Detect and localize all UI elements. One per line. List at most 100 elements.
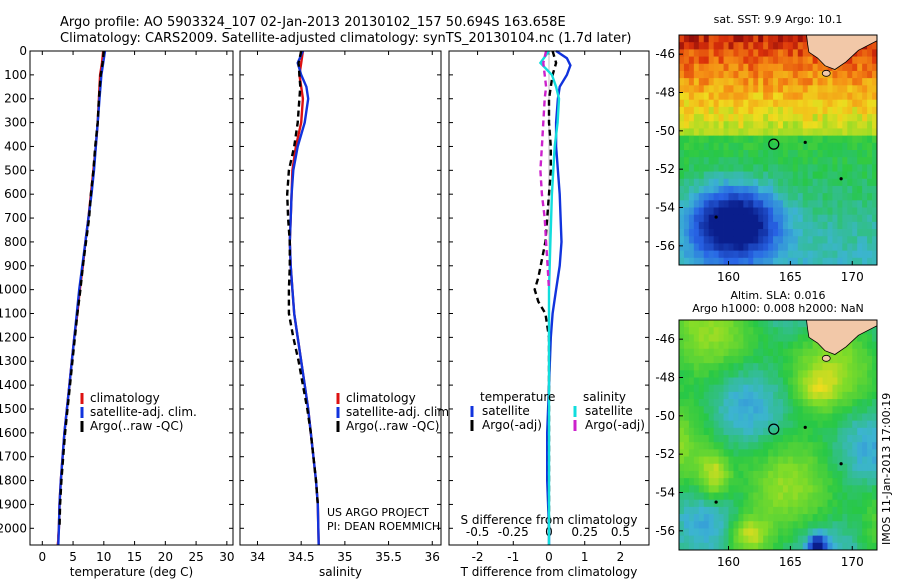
map-cell [867, 478, 873, 486]
map-cell [837, 377, 843, 386]
map-cell [773, 99, 779, 108]
map-cell [703, 221, 710, 230]
map-cell [703, 229, 710, 237]
map-cell [802, 514, 809, 522]
map-cell [758, 528, 764, 537]
map-cell [797, 384, 804, 393]
plot-frame [29, 50, 234, 546]
map-cell [773, 348, 779, 357]
map-cell [867, 257, 873, 266]
map-cell [827, 363, 833, 371]
map-cell [852, 236, 858, 244]
map-cell [782, 470, 789, 479]
map-cell [837, 128, 843, 137]
map-cell [758, 435, 764, 443]
map-cell [842, 85, 848, 93]
map-cell [718, 114, 724, 122]
map-cell [872, 363, 878, 371]
map-cell [852, 435, 858, 443]
map-cell [753, 207, 759, 216]
map-cell [792, 320, 799, 328]
map-cell [738, 207, 744, 216]
map-cell [718, 35, 724, 43]
map-cell [733, 413, 739, 422]
map-cell [723, 78, 729, 86]
map-cell [787, 427, 794, 436]
y-tick-label: 1500 [0, 402, 27, 416]
map-cell [857, 250, 863, 259]
map-cell [693, 528, 700, 537]
map-cell [763, 236, 769, 244]
map-cell [807, 514, 814, 522]
map-cell [758, 470, 764, 479]
map-cell [758, 92, 764, 101]
map-cell [872, 470, 878, 479]
map-cell [683, 406, 690, 414]
map-cell [837, 528, 843, 537]
map-cell [862, 435, 868, 443]
map-cell [782, 207, 789, 216]
map-cell [807, 370, 814, 378]
map-cell [723, 171, 729, 180]
map-cell [812, 427, 818, 436]
map-cell [817, 185, 823, 194]
map-cell [693, 334, 700, 342]
map-cell [713, 150, 719, 158]
map-cell [733, 236, 739, 244]
map-cell [837, 85, 843, 93]
map-cell [728, 370, 734, 378]
map-cell [872, 207, 878, 216]
map-cell [807, 236, 814, 244]
map-cell [743, 164, 749, 172]
map-cell [792, 56, 799, 65]
map-cell [852, 257, 858, 266]
map-cell [679, 348, 685, 357]
map-cell [782, 193, 789, 201]
map-cell [807, 121, 814, 129]
map-cell [778, 78, 784, 86]
map-cell [862, 355, 868, 364]
map-cell [698, 348, 705, 357]
map-cell [688, 221, 695, 230]
map-cell [693, 150, 700, 158]
map-cell [688, 463, 695, 472]
map-cell [822, 427, 828, 436]
map-cell [782, 250, 789, 259]
map-cell [703, 193, 710, 201]
map-cell [792, 214, 799, 223]
map-cell [748, 406, 754, 414]
map-cell [768, 128, 774, 137]
map-cell [758, 49, 764, 57]
map-cell [842, 435, 848, 443]
map-cell [802, 56, 809, 65]
map-cell [852, 250, 858, 259]
map-cell [867, 221, 873, 230]
map-cell [832, 542, 838, 551]
map-cell [857, 236, 863, 244]
map-cell [773, 506, 779, 515]
map-cell [862, 348, 868, 357]
map-cell [847, 348, 853, 357]
map-cell [723, 406, 729, 414]
x-tick-label: 34 [250, 550, 265, 564]
map-cell [738, 478, 744, 486]
map-cell [778, 435, 784, 443]
map-cell [748, 178, 754, 187]
map-x-tick-label: 160 [717, 270, 740, 284]
map-cell [857, 521, 863, 529]
map-cell [847, 142, 853, 151]
map-cell [778, 92, 784, 101]
map-cell [862, 243, 868, 252]
map-cell [723, 229, 729, 237]
map-cell [782, 35, 789, 43]
map-cell [743, 499, 749, 508]
map-cell [773, 341, 779, 350]
map-cell [807, 355, 814, 364]
map-cell [812, 348, 818, 357]
map-cell [698, 506, 705, 515]
x-tick-label: 30 [219, 550, 234, 564]
map-cell [822, 171, 828, 180]
map-cell [728, 150, 734, 158]
map-cell [832, 178, 838, 187]
map-cell [708, 528, 715, 537]
